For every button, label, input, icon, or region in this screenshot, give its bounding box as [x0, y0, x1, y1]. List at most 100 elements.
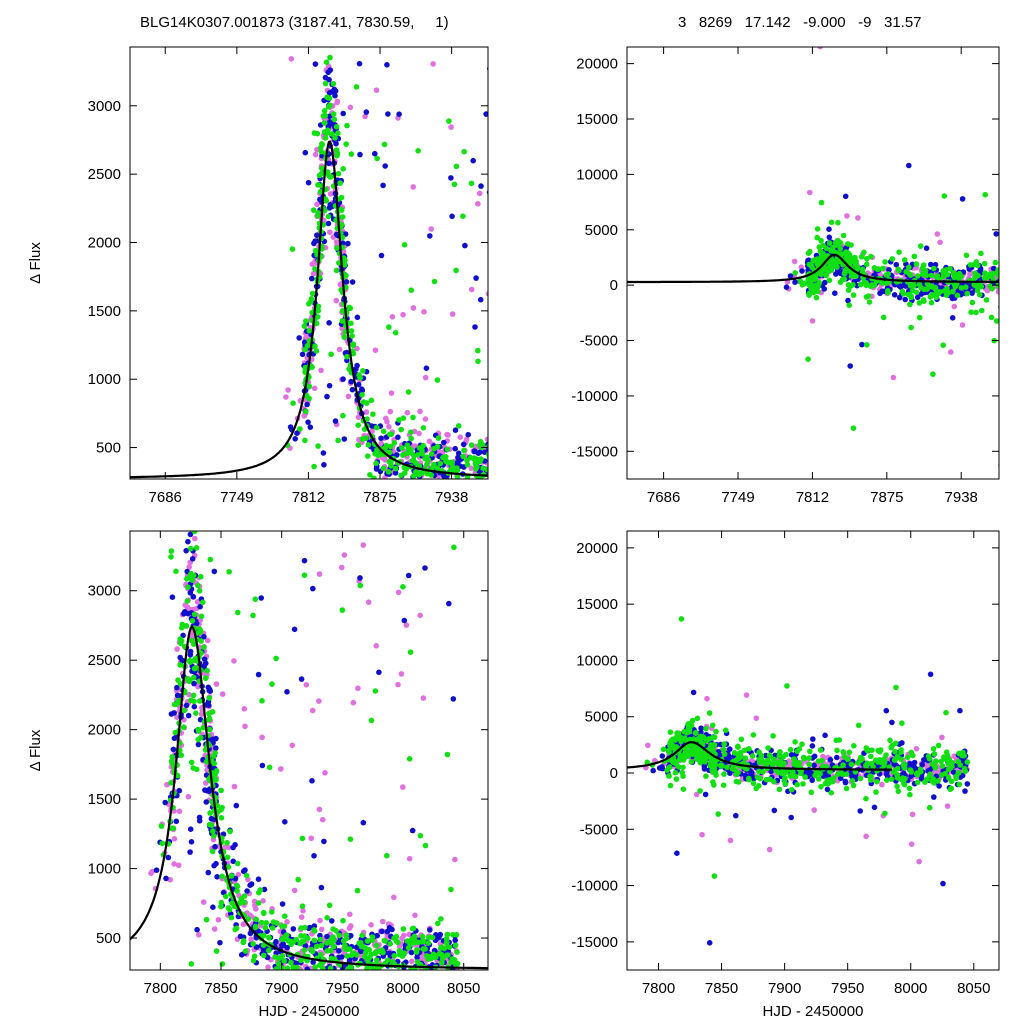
- point-blue: [560, 474, 566, 480]
- point-green: [336, 260, 342, 266]
- point-magenta: [368, 922, 374, 928]
- x-tick-label: 7950: [326, 980, 359, 997]
- point-green: [562, 446, 568, 452]
- point-green: [461, 148, 468, 155]
- point-green: [956, 276, 962, 282]
- point-green: [196, 588, 203, 594]
- point-green: [415, 148, 421, 154]
- point-green: [502, 446, 508, 452]
- point-green: [224, 839, 230, 846]
- x-tick-label: 7850: [204, 980, 237, 997]
- point-blue: [318, 884, 325, 891]
- point-green: [391, 440, 398, 446]
- point-magenta: [322, 770, 328, 776]
- point-green: [478, 456, 484, 462]
- point-magenta: [515, 473, 521, 479]
- point-green: [488, 453, 494, 459]
- point-blue: [465, 431, 472, 438]
- point-green: [1009, 301, 1015, 307]
- point-green: [567, 474, 573, 480]
- point-blue: [927, 671, 934, 678]
- point-green: [311, 937, 318, 944]
- point-magenta: [557, 461, 563, 467]
- point-blue: [305, 419, 311, 426]
- point-magenta: [1015, 284, 1021, 290]
- panel-top-left: 7686 7749 7812 7875 793850010001500200025003…: [27, 46, 573, 506]
- point-green: [806, 261, 813, 268]
- point-green: [538, 468, 544, 474]
- point-green: [484, 466, 488, 473]
- point-blue: [545, 459, 551, 465]
- point-green: [330, 81, 337, 87]
- point-green: [175, 677, 181, 683]
- point-blue: [556, 430, 562, 436]
- point-green: [505, 444, 511, 450]
- point-blue: [449, 213, 455, 220]
- point-blue: [169, 594, 176, 600]
- point-magenta: [497, 460, 503, 466]
- point-green: [565, 464, 571, 470]
- point-green: [474, 464, 480, 470]
- point-magenta: [468, 465, 475, 472]
- point-blue: [788, 814, 794, 821]
- point-green: [295, 876, 302, 883]
- point-green: [321, 108, 328, 114]
- point-green: [270, 919, 277, 925]
- point-green: [392, 329, 399, 336]
- point-green: [476, 442, 483, 449]
- point-blue: [213, 860, 219, 867]
- point-green: [359, 932, 366, 939]
- point-magenta: [493, 463, 499, 469]
- point-blue: [659, 753, 666, 759]
- point-green: [750, 780, 757, 787]
- point-magenta: [186, 564, 192, 570]
- point-green: [454, 949, 460, 955]
- point-green: [207, 556, 214, 563]
- point-green: [875, 266, 882, 272]
- point-blue: [923, 245, 930, 251]
- point-blue: [369, 423, 375, 429]
- point-green: [828, 219, 835, 226]
- point-blue: [494, 424, 500, 430]
- point-green: [306, 327, 313, 334]
- point-magenta: [484, 436, 488, 443]
- point-blue: [558, 467, 564, 473]
- point-blue: [529, 437, 535, 443]
- point-green: [203, 758, 210, 765]
- point-green: [266, 947, 272, 954]
- point-green: [943, 292, 950, 299]
- point-blue: [378, 252, 385, 259]
- point-magenta: [508, 428, 514, 434]
- point-green: [348, 320, 354, 327]
- point-magenta: [225, 844, 232, 851]
- point-green: [335, 170, 342, 177]
- point-blue: [510, 451, 516, 457]
- point-blue: [326, 205, 333, 211]
- point-blue: [524, 442, 530, 448]
- point-blue: [809, 743, 816, 749]
- point-green: [529, 464, 535, 470]
- y-tick-label: 2500: [88, 652, 121, 669]
- point-magenta: [489, 452, 495, 458]
- point-green: [545, 468, 551, 474]
- point-blue: [185, 712, 192, 719]
- point-blue: [197, 603, 203, 610]
- point-magenta: [511, 458, 517, 464]
- point-green: [1007, 250, 1013, 256]
- point-green: [210, 828, 216, 834]
- point-green: [435, 435, 442, 441]
- point-green: [335, 437, 341, 444]
- point-blue: [287, 424, 294, 430]
- point-green: [324, 169, 331, 175]
- point-green: [320, 966, 326, 970]
- point-green: [431, 461, 437, 468]
- point-magenta: [534, 432, 540, 438]
- point-magenta: [879, 781, 885, 788]
- point-green: [297, 426, 303, 432]
- point-magenta: [388, 390, 395, 396]
- point-green: [563, 462, 569, 468]
- point-blue: [441, 439, 447, 446]
- point-green: [198, 573, 204, 580]
- point-green: [538, 443, 544, 449]
